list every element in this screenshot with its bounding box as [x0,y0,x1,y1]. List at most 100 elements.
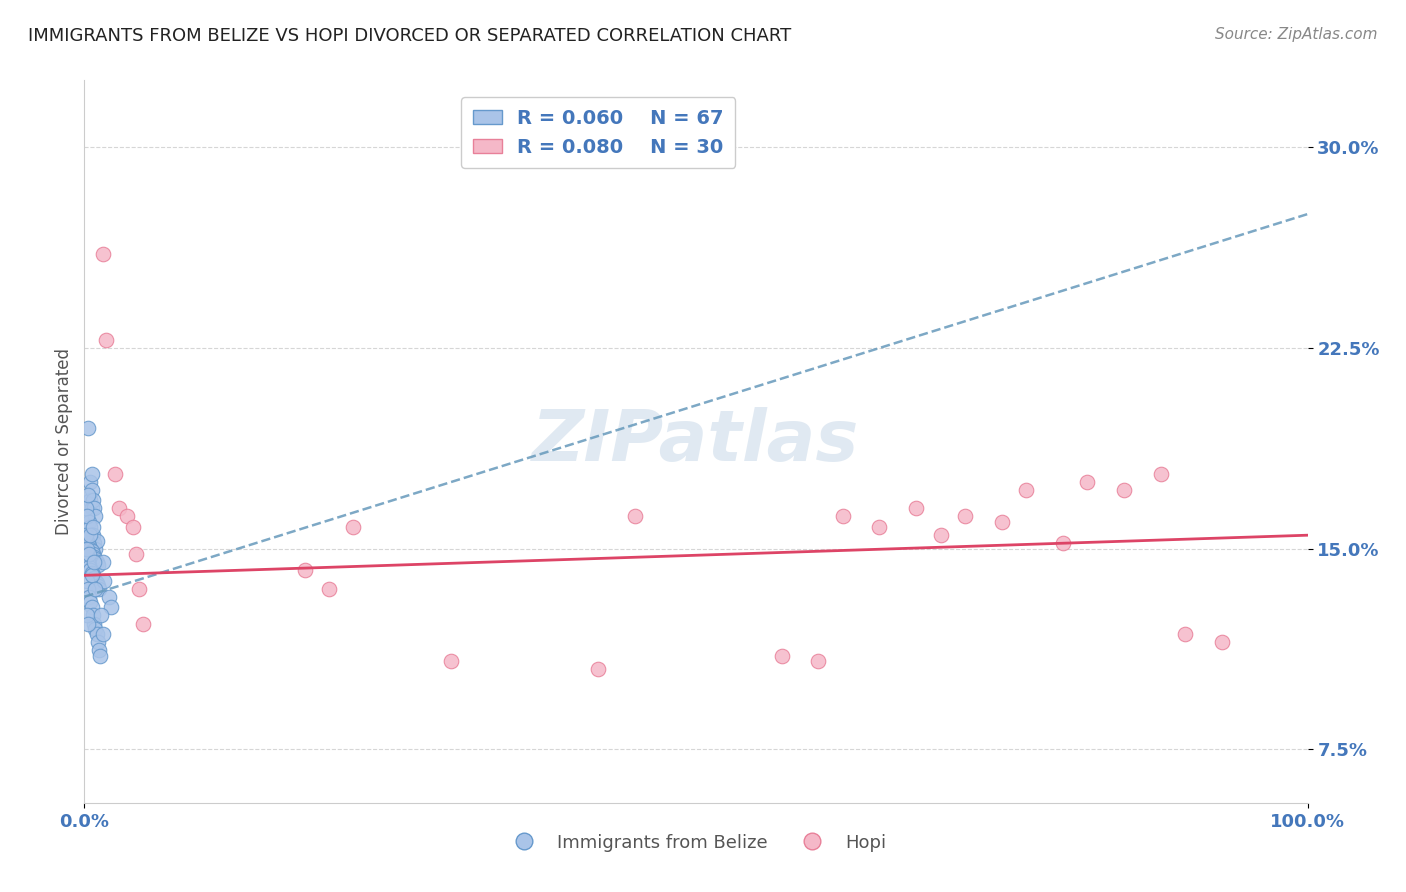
Point [97,590,120,604]
Point [905,501,928,516]
Point [82,493,104,508]
Point [90,608,112,623]
Point [1211,635,1233,649]
Point [82,520,104,534]
Point [77,555,100,569]
Point [80,501,103,516]
Point [122,520,145,534]
Text: ZIPatlas: ZIPatlas [533,407,859,476]
Point [79,520,101,534]
Point [80,467,103,481]
Point [77,539,100,553]
Point [77,590,100,604]
Point [93,574,115,588]
Point [84,582,107,596]
Point [87,643,110,657]
Point [87,635,110,649]
Point [1015,483,1038,497]
Point [91,555,114,569]
Point [84,622,107,636]
Point [342,520,364,534]
Point [84,574,107,588]
Point [318,582,340,596]
Point [1052,536,1074,550]
Point [82,608,104,623]
Point [807,654,830,668]
Y-axis label: Divorced or Separated: Divorced or Separated [55,348,73,535]
Point [107,501,129,516]
Point [87,579,110,593]
Point [586,662,609,676]
Point [294,563,316,577]
Text: Source: ZipAtlas.com: Source: ZipAtlas.com [1215,27,1378,42]
Point [86,555,108,569]
Point [77,560,100,574]
Point [132,616,155,631]
Point [84,541,107,556]
Point [76,574,98,588]
Point [83,536,105,550]
Point [125,547,148,561]
Point [77,582,100,596]
Point [1174,627,1197,641]
Point [76,608,98,623]
Point [104,467,127,481]
Point [79,563,101,577]
Point [79,541,101,556]
Point [75,501,97,516]
Point [80,600,103,615]
Point [79,528,101,542]
Point [83,549,105,564]
Point [84,509,107,524]
Point [83,555,105,569]
Point [77,421,100,435]
Point [80,566,103,580]
Point [82,528,104,542]
Point [80,528,103,542]
Point [86,533,108,548]
Point [86,576,108,591]
Point [128,582,150,596]
Point [77,547,100,561]
Point [100,600,122,615]
Point [79,493,101,508]
Point [87,558,110,572]
Point [77,515,100,529]
Point [89,648,111,663]
Point [96,333,118,347]
Point [80,568,103,582]
Point [86,627,108,641]
Point [87,582,110,596]
Point [91,627,114,641]
Point [76,541,98,556]
Point [1076,475,1098,489]
Point [1114,483,1136,497]
Point [869,520,891,534]
Point [440,654,463,668]
Point [831,509,853,524]
Point [83,571,105,585]
Point [79,475,101,489]
Point [84,552,107,566]
Text: IMMIGRANTS FROM BELIZE VS HOPI DIVORCED OR SEPARATED CORRELATION CHART: IMMIGRANTS FROM BELIZE VS HOPI DIVORCED … [28,27,792,45]
Point [82,568,104,582]
Point [77,616,100,631]
Point [770,648,793,663]
Point [76,547,98,561]
Point [115,509,138,524]
Point [79,595,101,609]
Point [75,528,97,542]
Point [76,509,98,524]
Point [80,544,103,558]
Point [82,547,104,561]
Point [953,509,976,524]
Point [83,616,105,631]
Point [80,483,103,497]
Point [1150,467,1173,481]
Point [77,536,100,550]
Point [91,247,114,261]
Point [83,501,105,516]
Legend: Immigrants from Belize, Hopi: Immigrants from Belize, Hopi [499,826,893,859]
Point [991,515,1014,529]
Point [624,509,647,524]
